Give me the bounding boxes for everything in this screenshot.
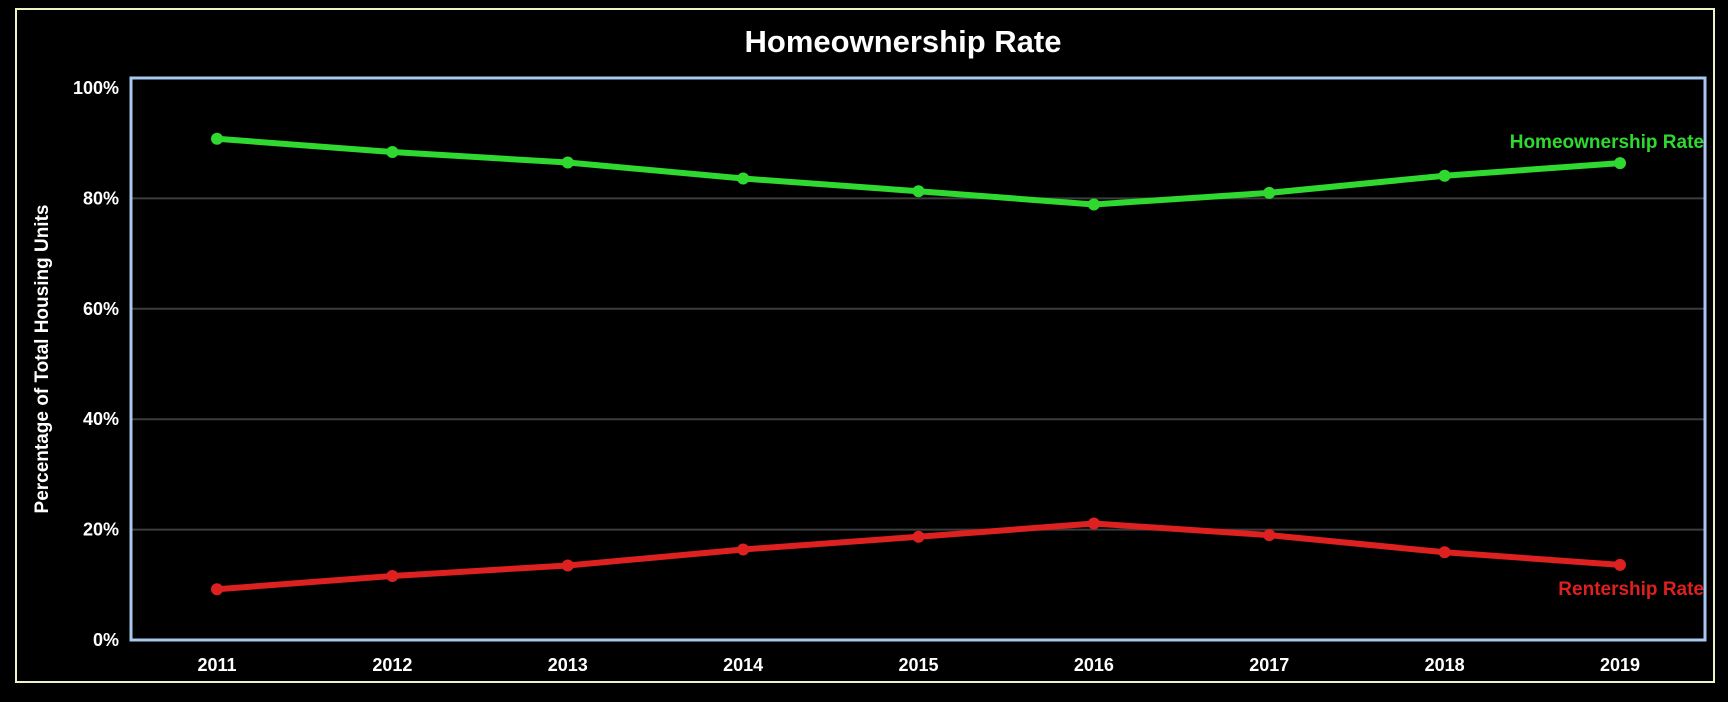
plot-area-border	[129, 76, 1707, 642]
x-tick-label: 2012	[372, 655, 412, 675]
x-tick-label: 2011	[197, 655, 236, 675]
data-point	[211, 132, 223, 145]
data-point	[386, 146, 399, 159]
y-tick-label: 0%	[93, 630, 119, 650]
y-tick-label: 20%	[83, 520, 119, 540]
x-tick-label: 2018	[1425, 655, 1465, 675]
x-tick-label: 2016	[1074, 655, 1114, 675]
y-tick-label: 100%	[73, 78, 119, 98]
gridlines	[131, 197, 1705, 531]
data-point	[912, 530, 925, 543]
x-tick-label: 2015	[898, 655, 938, 675]
data-point	[1614, 157, 1626, 170]
series-label: Homeownership Rate	[1510, 132, 1704, 153]
data-point	[1438, 169, 1451, 182]
outer-border	[15, 8, 1715, 683]
data-point	[1438, 546, 1451, 559]
data-point	[1614, 558, 1626, 571]
data-point	[1263, 529, 1276, 542]
x-tick-label: 2019	[1600, 655, 1640, 675]
x-tick-label: 2014	[723, 655, 763, 675]
y-axis-label: Percentage of Total Housing Units	[32, 205, 53, 514]
y-tick-label: 60%	[83, 299, 119, 319]
y-axis-ticks: 0% 20% 40% 60% 80% 100%	[73, 78, 119, 650]
x-tick-label: 2013	[548, 655, 588, 675]
data-point	[1087, 517, 1100, 530]
data-point	[1087, 198, 1100, 211]
data-point	[561, 156, 574, 169]
data-point	[386, 569, 399, 582]
x-axis-ticks: 2011 2012 2013 2014 2015 2016 2017 2018 2019	[197, 655, 1640, 675]
series-homeownership: Homeownership Rate	[211, 132, 1704, 211]
series: Homeownership Rate Rentership Rate	[211, 132, 1704, 600]
data-point	[211, 583, 223, 596]
data-point	[561, 559, 574, 572]
series-label: Rentership Rate	[1558, 579, 1704, 600]
y-tick-label: 80%	[83, 188, 119, 208]
data-point	[1263, 186, 1276, 199]
data-point	[737, 172, 750, 185]
x-tick-label: 2017	[1249, 655, 1289, 675]
data-point	[912, 185, 925, 198]
data-point	[737, 543, 750, 556]
y-tick-label: 40%	[83, 409, 119, 429]
series-rentership: Rentership Rate	[211, 517, 1704, 600]
chart-title: Homeownership Rate	[745, 24, 1062, 59]
